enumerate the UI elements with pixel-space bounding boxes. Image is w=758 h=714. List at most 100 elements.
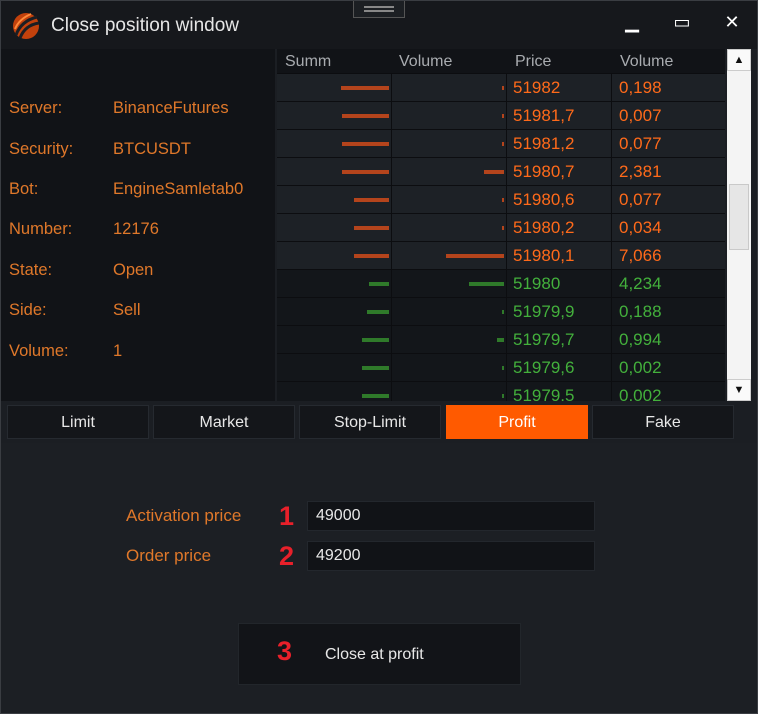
info-value: BinanceFutures <box>113 99 229 117</box>
close-at-profit-button[interactable]: 3 Close at profit <box>238 623 521 685</box>
info-value: BTCUSDT <box>113 140 191 158</box>
volume-bar-cell <box>392 130 507 158</box>
volume-bar-cell <box>392 214 507 242</box>
summ-cell <box>277 158 392 186</box>
orderbook-row[interactable]: 51982 0,198 <box>277 73 725 102</box>
volume-bar <box>502 198 504 202</box>
app-logo-icon <box>13 13 40 39</box>
arrow-up-icon: ▲ <box>733 54 745 66</box>
tab-market[interactable]: Market <box>153 405 295 439</box>
volume-bar-cell <box>392 186 507 214</box>
volume-bar-cell <box>392 74 507 102</box>
price-value: 51980,6 <box>513 190 575 209</box>
price-value: 51982 <box>513 78 561 97</box>
info-value: EngineSamletab0 <box>113 180 244 198</box>
price-cell: 51980,7 <box>507 158 612 186</box>
price-cell: 51979,9 <box>507 298 612 326</box>
orderbook-row[interactable]: 51979,6 0,002 <box>277 353 725 382</box>
summ-bar <box>354 198 389 202</box>
tab-fake[interactable]: Fake <box>592 405 734 439</box>
column-header-volume-2[interactable]: Volume <box>620 53 674 70</box>
price-value: 51981,7 <box>513 106 575 125</box>
orderbook-row[interactable]: 51980 4,234 <box>277 269 725 298</box>
summ-cell <box>277 102 392 130</box>
volume-bar-cell <box>392 242 507 270</box>
minimize-icon: ▁ <box>625 12 639 32</box>
volume-value: 4,234 <box>619 274 662 293</box>
volume-value: 0,198 <box>619 78 662 97</box>
orderbook-row[interactable]: 51979,9 0,188 <box>277 297 725 326</box>
tab-stop-limit[interactable]: Stop-Limit <box>299 405 441 439</box>
price-value: 51979,9 <box>513 302 575 321</box>
close-button[interactable]: ✕ <box>717 9 747 35</box>
volume-bar-cell <box>392 382 507 401</box>
orderbook-row[interactable]: 51980,7 2,381 <box>277 157 725 186</box>
summ-cell <box>277 354 392 382</box>
price-cell: 51979,6 <box>507 354 612 382</box>
orderbook-row[interactable]: 51979,5 0,002 <box>277 381 725 401</box>
volume-bar <box>502 114 504 118</box>
info-key: Server: <box>9 99 63 117</box>
scroll-up-button[interactable]: ▲ <box>727 49 751 71</box>
volume-value: 0,007 <box>619 106 662 125</box>
summ-bar <box>342 142 389 146</box>
price-cell: 51980 <box>507 270 612 298</box>
summ-bar <box>362 338 389 342</box>
column-header-volume[interactable]: Volume <box>399 53 453 70</box>
info-key: Bot: <box>9 180 39 198</box>
price-value: 51980,1 <box>513 246 575 265</box>
title-bar[interactable]: Close position window ▁ ▭ ✕ <box>1 1 757 49</box>
info-value: Sell <box>113 301 141 319</box>
summ-bar <box>354 226 389 230</box>
summ-bar <box>342 114 389 118</box>
price-value: 51981,2 <box>513 134 575 153</box>
price-value: 51979,6 <box>513 358 575 377</box>
tab-limit[interactable]: Limit <box>7 405 149 439</box>
summ-cell <box>277 242 392 270</box>
minimize-button[interactable]: ▁ <box>617 9 647 35</box>
volume-bar <box>502 142 504 146</box>
orderbook-row[interactable]: 51981,2 0,077 <box>277 129 725 158</box>
activation-price-label: Activation price <box>126 506 242 525</box>
info-value: 1 <box>113 342 123 360</box>
orderbook-row[interactable]: 51980,1 7,066 <box>277 241 725 270</box>
volume-value: 0,188 <box>619 302 662 321</box>
column-header-summ[interactable]: Summ <box>285 53 332 70</box>
summ-bar <box>362 366 389 370</box>
orderbook-row[interactable]: 51980,2 0,034 <box>277 213 725 242</box>
volume-value: 0,002 <box>619 358 662 377</box>
volume-bar <box>497 338 504 342</box>
order-type-tabs: Limit Market Stop-Limit Profit Fake <box>7 405 734 441</box>
volume-bar-cell <box>392 354 507 382</box>
volume-bar <box>502 226 504 230</box>
tab-profit[interactable]: Profit <box>446 405 588 439</box>
order-book[interactable]: Summ Volume Price Volume 51982 0,198 51981… <box>277 49 725 401</box>
summ-cell <box>277 326 392 354</box>
scrollbar-thumb[interactable] <box>729 184 749 250</box>
activation-price-input[interactable] <box>307 501 595 531</box>
maximize-button[interactable]: ▭ <box>667 9 697 35</box>
scroll-down-button[interactable]: ▼ <box>727 379 751 401</box>
volume-bar <box>502 366 504 370</box>
orderbook-row[interactable]: 51980,6 0,077 <box>277 185 725 214</box>
order-price-input[interactable] <box>307 541 595 571</box>
volume-bar <box>502 310 504 314</box>
info-key: Number: <box>9 220 73 238</box>
volume-value: 7,066 <box>619 246 662 265</box>
marker-3: 3 <box>277 636 293 666</box>
summ-cell <box>277 298 392 326</box>
column-header-price[interactable]: Price <box>515 53 552 70</box>
summ-cell <box>277 214 392 242</box>
summ-cell <box>277 382 392 401</box>
summ-bar <box>362 394 389 398</box>
drag-handle[interactable] <box>353 1 405 18</box>
orderbook-row[interactable]: 51979,7 0,994 <box>277 325 725 354</box>
orderbook-row[interactable]: 51981,7 0,007 <box>277 101 725 130</box>
info-key: Security: <box>9 140 74 158</box>
summ-cell <box>277 130 392 158</box>
price-cell: 51980,2 <box>507 214 612 242</box>
price-cell: 51981,7 <box>507 102 612 130</box>
orderbook-scrollbar[interactable]: ▲ ▼ <box>727 49 751 401</box>
summ-bar <box>369 282 389 286</box>
